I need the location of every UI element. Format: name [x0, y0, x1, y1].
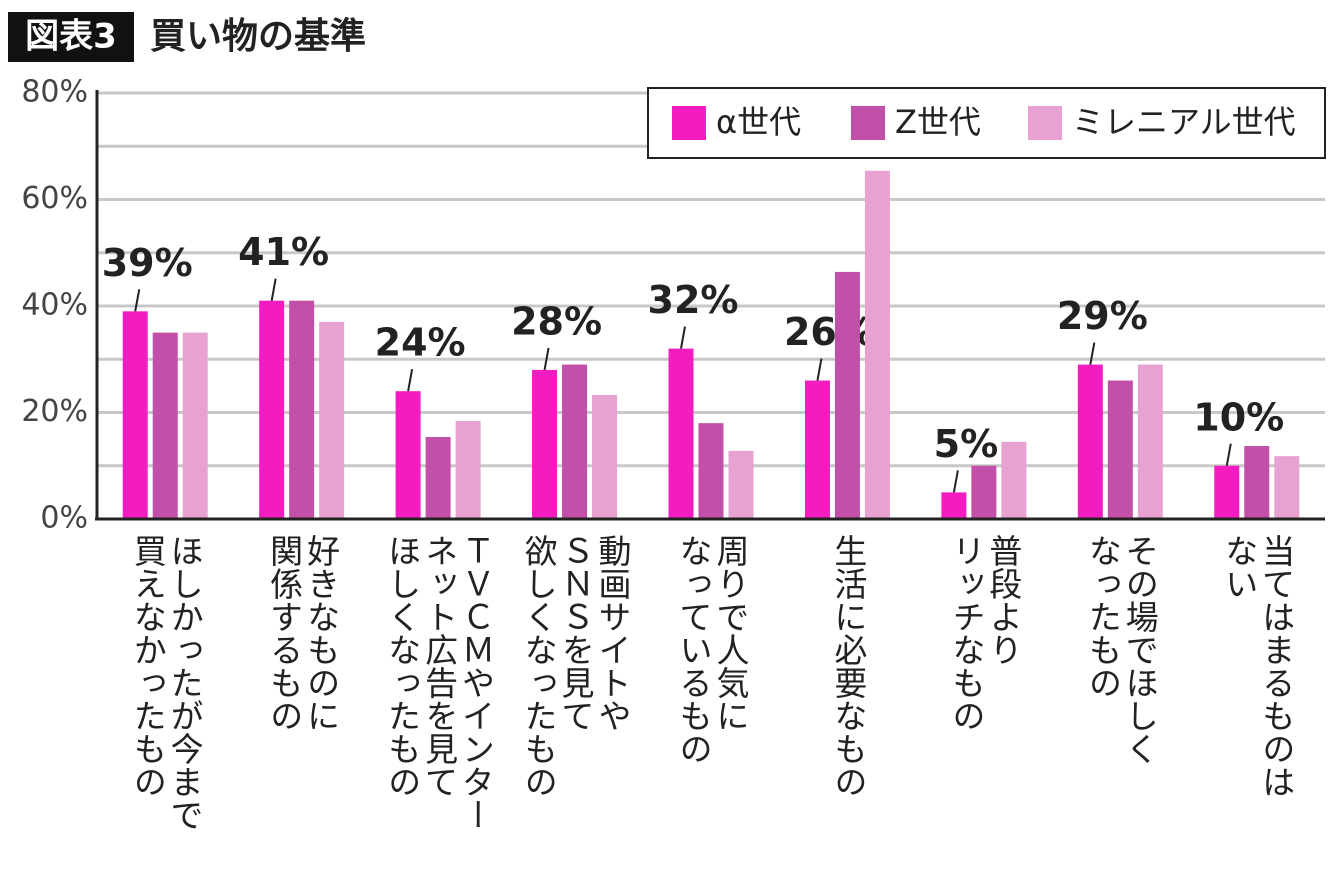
legend-swatch	[1028, 106, 1062, 140]
x-tick-label: ＴＶＣＭやインター ネット広告を見て ほしくなったもの	[382, 534, 496, 831]
badge: 図表3	[25, 17, 117, 57]
x-tick-label-box: 生活に必要なもの	[828, 534, 868, 798]
bar	[1214, 465, 1240, 519]
x-tick-label-box: 好きなものに 関係するもの	[264, 534, 341, 732]
bar	[834, 271, 860, 519]
data-label: 39%	[102, 241, 193, 285]
bar	[864, 170, 890, 519]
bar	[289, 300, 315, 519]
x-tick-label: 動画サイトや ＳＮＳを見て 欲しくなったもの	[519, 534, 632, 798]
bar	[941, 492, 967, 519]
leader-line	[543, 347, 550, 371]
x-tick-label-box: 当てはまるものは ない	[1219, 534, 1296, 798]
legend-swatch	[672, 106, 706, 140]
bar	[395, 391, 421, 519]
data-label: 26%	[784, 310, 875, 354]
x-tick-label: 普段より リッチなもの	[946, 534, 1023, 732]
leader-line	[270, 278, 277, 301]
data-label: 41%	[238, 230, 329, 274]
bar	[562, 364, 588, 519]
data-label: 10%	[1193, 395, 1284, 439]
bar	[668, 348, 694, 519]
x-tick-label: 周りで人気に なっているもの	[673, 534, 750, 765]
data-label: 28%	[511, 299, 602, 343]
y-tick-label: 0%	[40, 501, 88, 536]
x-tick-label-box: ＴＶＣＭやインター ネット広告を見て ほしくなったもの	[382, 534, 496, 831]
chart-title: 買い物の基準	[150, 16, 366, 57]
bar	[1077, 364, 1103, 519]
legend-box	[647, 87, 1326, 159]
bar	[259, 300, 285, 519]
x-tick-label: ほしかったが今まで 買えなかったもの	[128, 534, 205, 831]
data-label: 24%	[375, 321, 466, 365]
x-tick-label: 生活に必要なもの	[828, 534, 868, 798]
leader-line	[1089, 342, 1096, 365]
bar	[971, 465, 997, 519]
bar	[122, 311, 148, 519]
y-tick-label: 80%	[21, 75, 88, 110]
bar	[319, 321, 345, 519]
data-label: 32%	[648, 278, 739, 322]
bar	[425, 436, 451, 519]
legend-label: Z世代	[895, 103, 981, 141]
x-tick-label: その場でほしく なったもの	[1083, 534, 1160, 765]
bar	[532, 369, 558, 519]
leader-line	[816, 358, 823, 381]
y-tick-label: 60%	[21, 181, 88, 216]
legend-label: ミレニアル世代	[1072, 103, 1296, 141]
badge-box	[8, 12, 134, 62]
bar	[698, 423, 724, 519]
y-tick-label: 40%	[21, 288, 88, 323]
bar	[728, 450, 754, 519]
bar	[1137, 364, 1163, 519]
bar	[1107, 380, 1133, 519]
data-label: 5%	[934, 422, 999, 466]
x-tick-label-box: 動画サイトや ＳＮＳを見て 欲しくなったもの	[519, 534, 632, 798]
bar	[1001, 441, 1027, 519]
legend-swatch	[851, 106, 885, 140]
bar	[1274, 456, 1300, 519]
y-tick-label: 20%	[21, 394, 88, 429]
x-tick-label-box: 周りで人気に なっているもの	[673, 534, 750, 765]
leader-line	[407, 369, 414, 392]
leader-line	[134, 289, 141, 312]
bar	[592, 394, 618, 519]
x-tick-label: 好きなものに 関係するもの	[264, 534, 341, 732]
leader-line	[952, 470, 959, 493]
legend-label: α世代	[716, 103, 801, 141]
bar	[152, 332, 178, 519]
bar	[182, 332, 208, 519]
x-tick-label: 当てはまるものは ない	[1219, 534, 1296, 798]
leader-line	[1225, 443, 1232, 466]
x-tick-label-box: ほしかったが今まで 買えなかったもの	[128, 534, 205, 831]
x-tick-label-box: その場でほしく なったもの	[1083, 534, 1160, 765]
bar	[804, 380, 830, 519]
bar	[455, 421, 481, 519]
data-label: 29%	[1057, 294, 1148, 338]
x-tick-label-box: 普段より リッチなもの	[946, 534, 1023, 732]
leader-line	[680, 326, 686, 349]
bar	[1244, 446, 1270, 519]
